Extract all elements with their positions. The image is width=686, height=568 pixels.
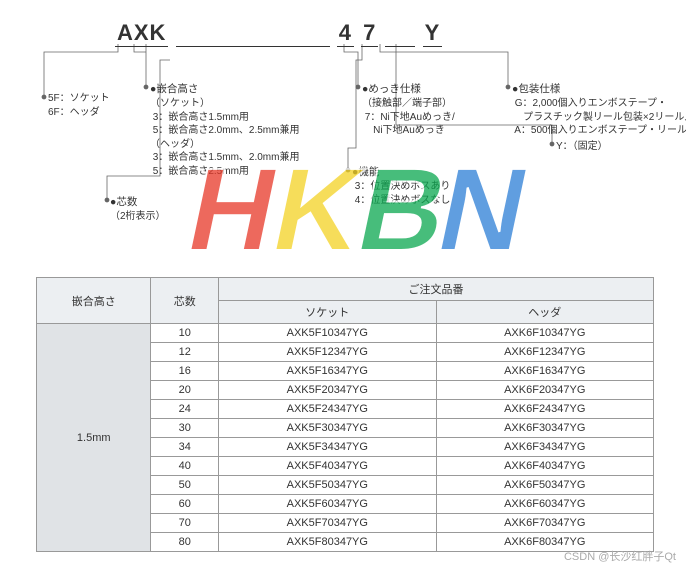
- cell-socket: AXK5F80347YG: [219, 533, 436, 552]
- table-row: 1.5mm10AXK5F10347YGAXK6F10347YG: [37, 324, 654, 343]
- pn-prefix: AXK: [115, 20, 168, 47]
- cell-pins: 40: [151, 457, 219, 476]
- cell-pins: 12: [151, 343, 219, 362]
- cell-header: AXK6F50347YG: [436, 476, 653, 495]
- th-order: ご注文品番: [219, 278, 654, 301]
- cell-pins: 16: [151, 362, 219, 381]
- cell-socket: AXK5F50347YG: [219, 476, 436, 495]
- cell-header: AXK6F24347YG: [436, 400, 653, 419]
- cell-header: AXK6F40347YG: [436, 457, 653, 476]
- cell-header: AXK6F20347YG: [436, 381, 653, 400]
- cell-pins: 34: [151, 438, 219, 457]
- pn-d2: 7: [361, 20, 378, 47]
- cell-socket: AXK5F70347YG: [219, 514, 436, 533]
- anno-function: ●機能 3：位置決めボスあり 4：位置決めボスなし: [352, 165, 450, 207]
- cell-socket: AXK5F60347YG: [219, 495, 436, 514]
- cell-socket: AXK5F40347YG: [219, 457, 436, 476]
- cell-pins: 80: [151, 533, 219, 552]
- th-header: ヘッダ: [436, 301, 653, 324]
- cell-header: AXK6F16347YG: [436, 362, 653, 381]
- anno-type: 5F：ソケット 6F：ヘッダ: [48, 92, 110, 119]
- th-pins: 芯数: [151, 278, 219, 324]
- cell-socket: AXK5F34347YG: [219, 438, 436, 457]
- order-table: 嵌合高さ 芯数 ご注文品番 ソケット ヘッダ 1.5mm10AXK5F10347…: [36, 277, 654, 552]
- cell-pins: 60: [151, 495, 219, 514]
- cell-header: AXK6F70347YG: [436, 514, 653, 533]
- cell-pins: 30: [151, 419, 219, 438]
- cell-pins: 24: [151, 400, 219, 419]
- anno-plating: ●めっき仕様 （接触部／端子部） 7：Ni下地Auめっき/ Ni下地Auめっき: [362, 82, 455, 138]
- cell-pins: 10: [151, 324, 219, 343]
- th-socket: ソケット: [219, 301, 436, 324]
- cell-header: AXK6F60347YG: [436, 495, 653, 514]
- credit-text: CSDN @长沙红胖子Qt: [564, 548, 676, 564]
- cell-header: AXK6F34347YG: [436, 438, 653, 457]
- cell-header: AXK6F10347YG: [436, 324, 653, 343]
- cell-header: AXK6F30347YG: [436, 419, 653, 438]
- svg-text:B: B: [347, 144, 460, 276]
- cell-socket: AXK5F12347YG: [219, 343, 436, 362]
- cell-socket: AXK5F20347YG: [219, 381, 436, 400]
- svg-text:N: N: [427, 144, 540, 276]
- cell-socket: AXK5F10347YG: [219, 324, 436, 343]
- cell-pins: 50: [151, 476, 219, 495]
- pn-suffix: Y: [423, 20, 443, 47]
- th-height: 嵌合高さ: [37, 278, 151, 324]
- cell-header: AXK6F12347YG: [436, 343, 653, 362]
- anno-packing: ●包装仕様 G：2,000個入りエンボステープ・ プラスチック製リール包装×2リ…: [512, 82, 686, 138]
- anno-pins: ●芯数 （2桁表示）: [110, 195, 166, 224]
- cell-height: 1.5mm: [37, 324, 151, 552]
- cell-socket: AXK5F16347YG: [219, 362, 436, 381]
- cell-pins: 70: [151, 514, 219, 533]
- pn-d1: 4: [337, 20, 354, 47]
- cell-pins: 20: [151, 381, 219, 400]
- cell-socket: AXK5F30347YG: [219, 419, 436, 438]
- anno-fixed: Y：（固定）: [556, 140, 608, 154]
- anno-height: ●嵌合高さ （ソケット） 3：嵌合高さ1.5mm用 5：嵌合高さ2.0mm、2.…: [150, 82, 299, 178]
- part-number: AXK 4 7 Y: [115, 20, 442, 47]
- cell-socket: AXK5F24347YG: [219, 400, 436, 419]
